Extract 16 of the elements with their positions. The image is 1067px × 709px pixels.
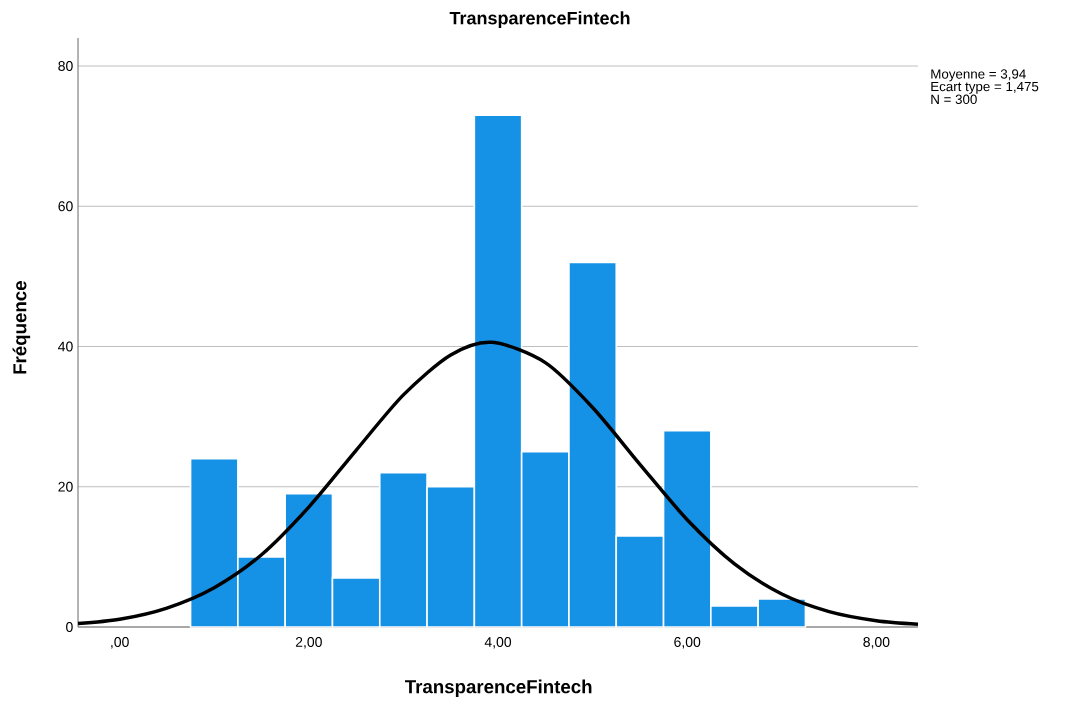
text: N = 300 xyxy=(931,94,977,105)
text: Ecart type = 1,475 xyxy=(931,81,1039,94)
x-axis-title: TransparenceFintech xyxy=(405,679,592,698)
x-tick-label: 8,00 xyxy=(863,637,890,649)
y-tick-label: 60 xyxy=(58,201,73,212)
x-tick-label: 6,00 xyxy=(674,637,701,649)
y-tick-label: 0 xyxy=(66,622,73,632)
y-tick-label: 20 xyxy=(58,481,73,492)
y-tick-label: 40 xyxy=(58,341,73,352)
text: Moyenne = 3,94 xyxy=(931,69,1026,82)
y-tick-label: 80 xyxy=(58,61,73,72)
x-tick-label: ,00 xyxy=(111,637,129,649)
x-tick-label: 2,00 xyxy=(295,637,322,649)
y-axis-title: Fréquence xyxy=(12,281,31,374)
x-tick-label: 4,00 xyxy=(484,637,512,649)
chart-title: TransparenceFintech xyxy=(449,11,630,29)
